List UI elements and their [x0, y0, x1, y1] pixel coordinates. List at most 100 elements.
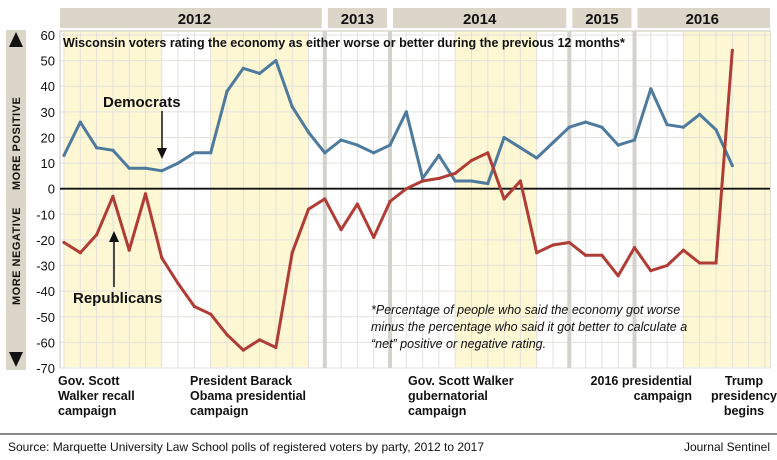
credit: Journal Sentinel	[684, 440, 770, 454]
data-point	[274, 345, 278, 350]
data-point	[714, 261, 718, 265]
data-point	[518, 146, 523, 150]
event-annotation-line: President Barack	[190, 374, 292, 388]
data-point	[323, 151, 327, 155]
data-point	[453, 179, 457, 183]
data-point	[78, 120, 82, 124]
data-point	[453, 171, 457, 175]
data-point	[355, 202, 359, 206]
data-point	[649, 87, 653, 91]
data-point	[290, 105, 294, 109]
arrow-up-icon	[109, 231, 119, 242]
plot-area: 60 50 40 30 20 10 0 -10 -20 -30 -40 -50 -60 -70 Democr…	[36, 28, 771, 376]
arrow-down-icon	[157, 148, 167, 159]
data-point	[176, 281, 180, 286]
data-point	[502, 197, 506, 201]
data-point	[730, 48, 734, 52]
year-label: 2012	[178, 11, 211, 28]
data-point	[698, 261, 702, 265]
y-tick-label: 30	[41, 105, 55, 120]
data-point	[437, 153, 441, 157]
event-annotation-line: Gov. Scott	[58, 374, 120, 388]
data-point	[78, 251, 82, 255]
data-point	[225, 333, 229, 337]
series-line	[62, 59, 734, 186]
year-label: 2015	[585, 11, 618, 28]
y-tick-label: -10	[36, 207, 55, 222]
data-point	[584, 120, 588, 124]
data-point	[160, 169, 164, 173]
data-point	[339, 138, 343, 142]
data-point	[241, 348, 245, 352]
event-annotation-line: campaign	[634, 389, 692, 403]
year-band-background	[60, 8, 770, 28]
data-point	[209, 151, 213, 155]
data-point	[486, 181, 490, 186]
year-label: 2013	[341, 11, 374, 28]
data-point	[681, 248, 686, 252]
data-point	[372, 235, 376, 239]
data-point	[632, 138, 637, 142]
data-point	[404, 110, 408, 114]
event-annotation-line: presidency	[711, 389, 777, 403]
footnote-line: *Percentage of people who said the econo…	[371, 303, 680, 317]
data-point	[632, 246, 637, 250]
year-band-divider	[631, 8, 638, 28]
year-band-divider	[387, 8, 393, 28]
y-tick-label: 10	[41, 156, 55, 171]
side-bar-background	[6, 30, 26, 370]
data-point	[127, 166, 131, 170]
event-annotation-line: 2016 presidential	[591, 374, 692, 388]
source-note: Source: Marquette University Law School …	[8, 440, 484, 454]
data-point	[535, 251, 539, 255]
data-point	[306, 207, 311, 211]
arrow-down-icon	[9, 352, 23, 367]
data-point	[421, 176, 425, 181]
year-divider	[388, 31, 392, 368]
data-point	[62, 240, 66, 245]
year-divider	[632, 31, 637, 368]
year-label: 2016	[686, 11, 719, 28]
event-annotation-line: gubernatorial	[408, 389, 488, 403]
event-annotation-line: Gov. Scott Walker	[408, 374, 514, 388]
data-point	[323, 197, 327, 201]
republicans-label: Republicans	[73, 290, 162, 307]
data-point	[127, 248, 131, 252]
year-divider	[567, 31, 572, 368]
event-annotation-line: campaign	[190, 404, 248, 418]
y-tick-label: 50	[41, 54, 55, 69]
data-point	[535, 156, 539, 160]
data-point	[567, 125, 571, 129]
chart-title: Wisconsin voters rating the economy as e…	[63, 36, 625, 50]
plot-background	[59, 30, 771, 369]
data-point	[111, 194, 115, 198]
more-positive-label: MORE POSITIVE	[11, 97, 23, 190]
event-annotation-line: campaign	[408, 404, 466, 418]
year-label: 2014	[463, 11, 497, 28]
data-point	[551, 140, 555, 145]
data-point	[176, 161, 180, 165]
y-tick-label: -20	[36, 233, 55, 248]
data-point	[95, 233, 99, 237]
side-axis-bar: MORE POSITIVE MORE NEGATIVE	[6, 30, 26, 370]
data-point	[95, 146, 99, 150]
data-point	[600, 125, 604, 129]
data-point	[567, 240, 571, 245]
data-point	[62, 153, 66, 157]
more-negative-label: MORE NEGATIVE	[11, 207, 23, 305]
year-band-divider	[566, 8, 573, 28]
highlight-range	[683, 32, 770, 367]
y-tick-label: -50	[36, 310, 55, 325]
data-point	[437, 176, 441, 181]
data-point	[486, 151, 490, 155]
data-point	[160, 256, 164, 260]
y-tick-label: -60	[36, 335, 55, 350]
data-point	[388, 143, 392, 147]
data-point	[469, 158, 474, 163]
data-point	[649, 269, 653, 273]
data-point	[502, 135, 506, 140]
y-tick-label: 40	[41, 79, 55, 94]
event-annotation-line: Trump	[725, 374, 764, 388]
